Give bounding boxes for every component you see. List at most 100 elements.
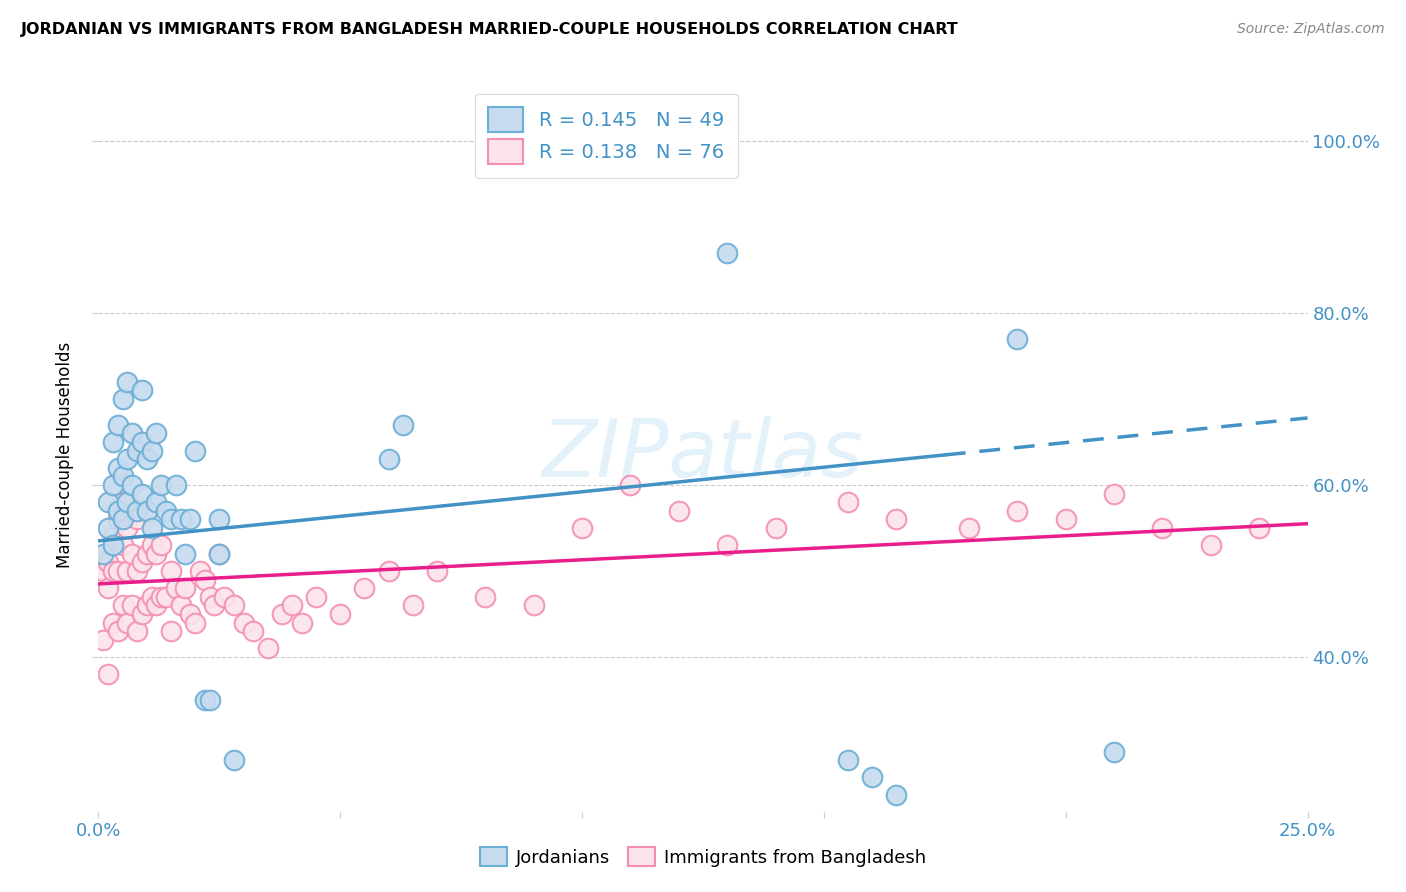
Point: [165, 581, 187, 595]
Point: [121, 599, 143, 613]
Point: [135, 547, 157, 561]
Point: [860, 770, 883, 784]
Point: [174, 547, 197, 561]
Point: [837, 753, 859, 767]
Point: [188, 564, 211, 578]
Point: [117, 521, 139, 535]
Point: [886, 788, 908, 802]
Point: [111, 392, 134, 406]
Point: [101, 435, 124, 450]
Point: [392, 417, 415, 432]
Point: [145, 426, 167, 441]
Point: [377, 452, 399, 467]
Point: [97, 521, 120, 535]
Point: [716, 538, 738, 552]
Point: [1007, 332, 1029, 346]
Point: [179, 512, 201, 526]
Point: [117, 375, 139, 389]
Point: [111, 495, 134, 509]
Point: [1102, 745, 1125, 759]
Point: [127, 564, 149, 578]
Point: [668, 504, 690, 518]
Point: [165, 478, 187, 492]
Point: [135, 599, 157, 613]
Point: [619, 478, 641, 492]
Point: [169, 599, 191, 613]
Point: [107, 512, 129, 526]
Point: [101, 478, 124, 492]
Point: [127, 504, 149, 518]
Point: [222, 599, 245, 613]
Point: [208, 547, 231, 561]
Point: [194, 573, 217, 587]
Point: [107, 460, 129, 475]
Point: [97, 495, 120, 509]
Point: [127, 512, 149, 526]
Point: [101, 564, 124, 578]
Point: [155, 504, 177, 518]
Point: [135, 504, 157, 518]
Point: [131, 384, 153, 398]
Point: [212, 590, 235, 604]
Point: [91, 547, 114, 561]
Point: [97, 555, 120, 569]
Point: [117, 564, 139, 578]
Point: [1249, 521, 1271, 535]
Point: [141, 590, 163, 604]
Point: [1054, 512, 1077, 526]
Point: [121, 547, 143, 561]
Point: [1102, 486, 1125, 500]
Point: [271, 607, 294, 621]
Point: [97, 581, 120, 595]
Point: [111, 538, 134, 552]
Point: [107, 564, 129, 578]
Point: [145, 495, 167, 509]
Point: [837, 495, 859, 509]
Point: [160, 624, 183, 639]
Point: [117, 452, 139, 467]
Point: [198, 590, 221, 604]
Point: [131, 486, 153, 500]
Point: [141, 521, 163, 535]
Point: [145, 599, 167, 613]
Text: ZIPatlas: ZIPatlas: [541, 416, 865, 494]
Point: [135, 504, 157, 518]
Point: [127, 624, 149, 639]
Point: [150, 538, 173, 552]
Point: [377, 564, 399, 578]
Point: [101, 615, 124, 630]
Point: [232, 615, 254, 630]
Point: [131, 435, 153, 450]
Point: [716, 245, 738, 260]
Point: [290, 615, 312, 630]
Point: [256, 641, 278, 656]
Point: [141, 538, 163, 552]
Point: [107, 417, 129, 432]
Text: Source: ZipAtlas.com: Source: ZipAtlas.com: [1237, 22, 1385, 37]
Point: [111, 599, 134, 613]
Legend: R = 0.145   N = 49, R = 0.138   N = 76: R = 0.145 N = 49, R = 0.138 N = 76: [475, 94, 738, 178]
Text: JORDANIAN VS IMMIGRANTS FROM BANGLADESH MARRIED-COUPLE HOUSEHOLDS CORRELATION CH: JORDANIAN VS IMMIGRANTS FROM BANGLADESH …: [21, 22, 959, 37]
Point: [1199, 538, 1222, 552]
Point: [111, 512, 134, 526]
Point: [135, 452, 157, 467]
Point: [145, 547, 167, 561]
Point: [131, 607, 153, 621]
Point: [117, 495, 139, 509]
Point: [523, 599, 546, 613]
Point: [179, 607, 201, 621]
Point: [1152, 521, 1174, 535]
Point: [121, 478, 143, 492]
Point: [426, 564, 449, 578]
Point: [174, 581, 197, 595]
Point: [131, 555, 153, 569]
Point: [184, 443, 207, 458]
Point: [353, 581, 375, 595]
Y-axis label: Married-couple Households: Married-couple Households: [56, 342, 75, 568]
Point: [101, 530, 124, 544]
Point: [194, 693, 217, 707]
Point: [329, 607, 352, 621]
Point: [155, 590, 177, 604]
Point: [91, 632, 114, 647]
Point: [1007, 504, 1029, 518]
